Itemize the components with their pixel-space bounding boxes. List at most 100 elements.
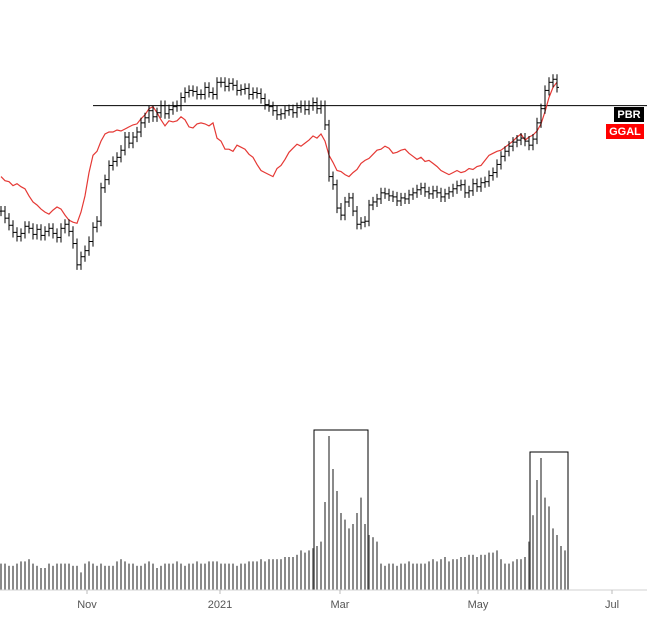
pbr-price-bar xyxy=(483,176,487,188)
x-tick-label: Nov xyxy=(77,599,97,611)
pbr-price-bar xyxy=(223,77,227,92)
ggal-series-line xyxy=(0,81,558,225)
volume-bar xyxy=(268,559,270,590)
pbr-price-bar xyxy=(327,119,331,182)
volume-bar xyxy=(308,550,310,590)
volume-bar xyxy=(556,535,558,590)
volume-bar xyxy=(416,563,418,590)
volume-bar xyxy=(500,559,502,590)
volume-bar xyxy=(160,565,162,590)
volume-bar xyxy=(356,513,358,590)
pbr-price-bar xyxy=(375,193,379,208)
volume-bar xyxy=(340,513,342,590)
volume-bar xyxy=(364,524,366,590)
x-tick-label: May xyxy=(468,599,489,611)
volume-bar xyxy=(100,563,102,590)
pbr-price-bar xyxy=(179,92,183,111)
pbr-price-bar xyxy=(187,85,191,98)
volume-bar xyxy=(540,458,542,590)
pbr-price-bar xyxy=(203,82,207,100)
pbr-price-bar xyxy=(399,192,403,207)
pbr-price-bar xyxy=(407,189,411,204)
pbr-price-bar xyxy=(435,185,439,198)
pbr-price-bar xyxy=(87,236,91,256)
pbr-price-bar xyxy=(95,216,99,233)
pbr-price-bar xyxy=(55,228,59,243)
volume-bar xyxy=(180,563,182,590)
volume-bar xyxy=(520,559,522,590)
volume-bar xyxy=(552,528,554,590)
volume-bar xyxy=(92,563,94,590)
volume-bar xyxy=(532,515,534,590)
pbr-price-bar xyxy=(63,219,67,234)
pbr-price-bar xyxy=(415,184,419,198)
volume-bar xyxy=(216,561,218,590)
pbr-price-bar xyxy=(499,151,503,170)
volume-bar xyxy=(84,563,86,590)
volume-bar xyxy=(296,554,298,590)
volume-bar xyxy=(136,565,138,590)
pbr-price-bar xyxy=(227,78,231,92)
pbr-price-bar xyxy=(3,206,7,224)
pbr-price-bar xyxy=(151,105,155,122)
volume-bar xyxy=(384,565,386,590)
volume-bar xyxy=(168,563,170,590)
pbr-price-bar xyxy=(47,223,51,237)
pbr-price-bar xyxy=(463,179,467,198)
volume-bar xyxy=(460,557,462,590)
volume-bar xyxy=(20,561,22,590)
volume-bar xyxy=(564,550,566,590)
pbr-price-bar xyxy=(207,82,211,98)
volume-bar xyxy=(152,563,154,590)
volume-bar xyxy=(200,563,202,590)
pbr-price-bar xyxy=(143,112,147,128)
volume-bar xyxy=(300,550,302,590)
volume-bar xyxy=(528,541,530,590)
pbr-price-bar xyxy=(487,170,491,187)
pbr-price-bar xyxy=(503,146,507,162)
volume-bar xyxy=(32,563,34,590)
price-panel xyxy=(0,74,647,270)
pbr-price-bar xyxy=(159,100,163,118)
pbr-price-bar xyxy=(347,192,351,208)
pbr-price-bar xyxy=(387,188,391,201)
volume-bar xyxy=(444,557,446,590)
pbr-price-bar xyxy=(447,186,451,199)
pbr-price-bar xyxy=(383,187,387,199)
volume-bar xyxy=(400,563,402,590)
volume-bar xyxy=(424,563,426,590)
pbr-price-bar xyxy=(11,220,15,238)
pbr-price-bar xyxy=(391,190,395,202)
volume-bar xyxy=(396,565,398,590)
volume-bar xyxy=(280,559,282,590)
volume-bar xyxy=(172,563,174,590)
volume-bar xyxy=(456,559,458,590)
volume-bar xyxy=(220,563,222,590)
volume-bar xyxy=(36,565,38,590)
volume-bar xyxy=(256,561,258,590)
volume-bar xyxy=(488,552,490,590)
pbr-price-bar xyxy=(171,101,175,115)
pbr-price-bar xyxy=(27,221,31,234)
pbr-price-bar xyxy=(0,206,3,217)
pbr-price-bar xyxy=(491,167,495,181)
volume-bar xyxy=(12,565,14,590)
pbr-price-bar xyxy=(339,202,343,221)
volume-bar xyxy=(480,554,482,590)
x-tick-label: Mar xyxy=(331,599,350,611)
pbr-price-bar xyxy=(91,222,95,247)
pbr-price-bar xyxy=(71,226,75,249)
pbr-price-bar xyxy=(291,104,295,118)
pbr-price-bar xyxy=(195,86,199,100)
volume-bar xyxy=(52,565,54,590)
volume-bar xyxy=(4,563,6,590)
pbr-price-bar xyxy=(139,117,143,138)
volume-bar xyxy=(360,497,362,590)
volume-bar xyxy=(392,563,394,590)
volume-bar xyxy=(376,541,378,590)
pbr-price-bar xyxy=(535,117,539,145)
pbr-price-bar xyxy=(191,85,195,97)
pbr-price-bar xyxy=(219,77,223,88)
pbr-price-bar xyxy=(259,88,263,104)
